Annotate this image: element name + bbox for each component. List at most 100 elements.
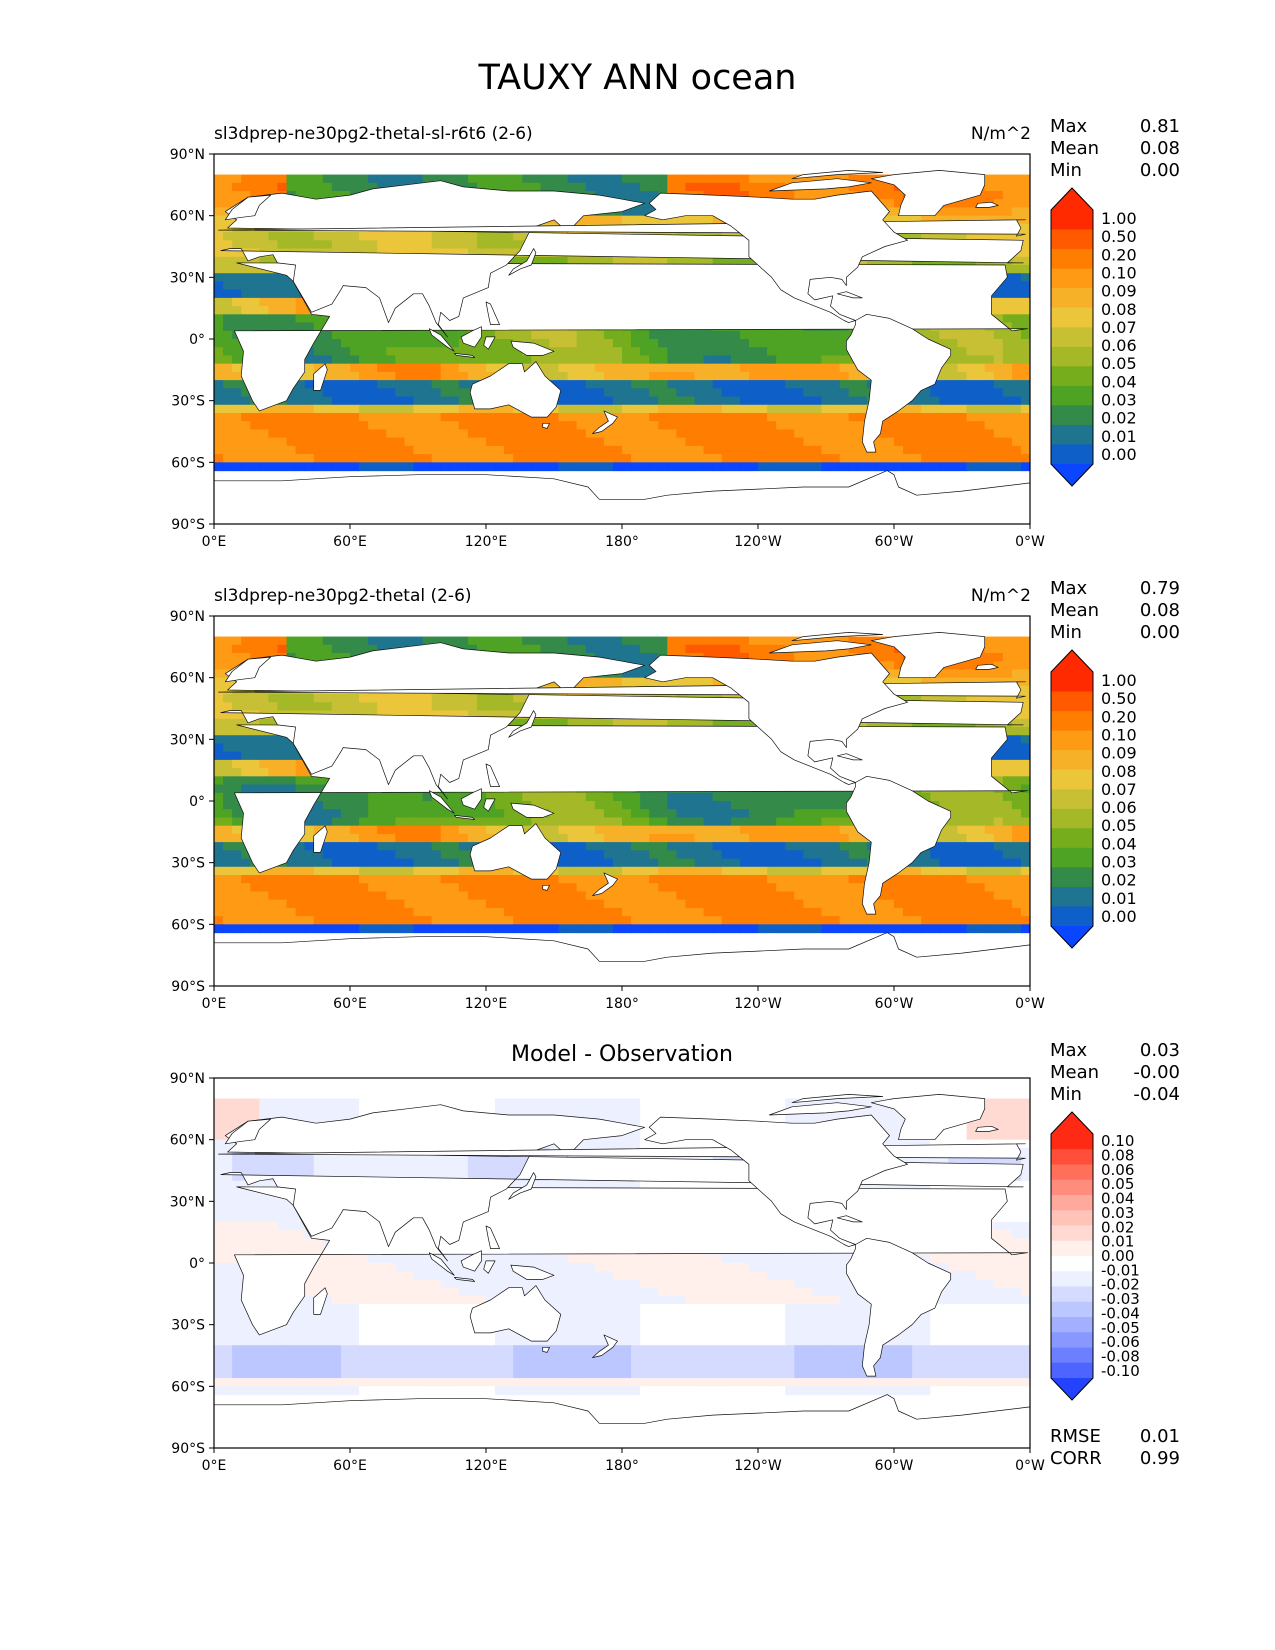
colorbar-label: -0.06 xyxy=(1101,1333,1140,1351)
panel-title: sl3dprep-ne30pg2-thetal-sl-r6t6 (2-6) xyxy=(214,124,533,144)
colorbar-label: -0.08 xyxy=(1101,1348,1140,1366)
x-tick-label: 60°W xyxy=(875,534,914,550)
y-tick-label: 0° xyxy=(189,332,205,348)
x-tick-label: 60°E xyxy=(333,534,367,550)
colorbar-label: -0.04 xyxy=(1101,1304,1140,1322)
stat-value: 0.81 xyxy=(1139,116,1180,137)
colorbar-label: -0.05 xyxy=(1101,1319,1140,1337)
panel-title: sl3dprep-ne30pg2-thetal (2-6) xyxy=(214,586,472,606)
stat-label: Max xyxy=(1050,1040,1088,1061)
colorbar: 0.100.080.060.050.040.030.020.010.00-0.0… xyxy=(1050,1111,1140,1401)
y-tick-label: 90°N xyxy=(170,147,205,163)
map-mean-2: 0°E 60°E 120°E 180° 120°W 60°W 0°W 90°N 60°N 30°N… xyxy=(170,609,1137,1012)
colorbar-label: 0.08 xyxy=(1101,300,1137,319)
colorbar: 1.000.500.200.100.090.080.070.060.050.04… xyxy=(1050,187,1137,487)
stat-label: CORR xyxy=(1050,1448,1102,1469)
y-tick-label: 60°N xyxy=(170,1133,205,1149)
y-tick-label: 0° xyxy=(189,794,205,810)
colorbar-label: 0.50 xyxy=(1101,227,1137,246)
colorbar-label: 0.09 xyxy=(1101,282,1137,301)
colorbar-label: 0.01 xyxy=(1101,889,1137,908)
x-tick-label: 60°W xyxy=(875,1458,914,1474)
x-tick-label: 120°W xyxy=(734,1458,782,1474)
figure-title: TAUXY ANN ocean xyxy=(478,58,797,98)
x-tick-label: 0°E xyxy=(202,534,227,550)
x-tick-label: 0°W xyxy=(1015,534,1045,550)
colorbar-label: 0.06 xyxy=(1101,1161,1134,1179)
stat-value: 0.01 xyxy=(1139,1426,1180,1447)
colorbar-label: 0.07 xyxy=(1101,318,1137,337)
continents xyxy=(214,632,1030,986)
y-tick-label: 30°N xyxy=(170,732,205,748)
y-tick-label: 30°S xyxy=(171,856,205,872)
stats-box: Max 0.03 Mean -0.00 Min -0.04 xyxy=(1050,1040,1180,1106)
continents xyxy=(214,170,1030,524)
stat-label: RMSE xyxy=(1050,1426,1101,1447)
colorbar-label: 0.08 xyxy=(1101,1147,1134,1165)
panel-difference: Model - Observation Max 0.03 Mean -0.00 Mi… xyxy=(0,1040,1275,1518)
x-tick-label: 180° xyxy=(605,996,639,1012)
stat-value: 0.99 xyxy=(1139,1448,1180,1469)
y-tick-label: 90°S xyxy=(171,517,205,533)
rmse-corr-box: RMSE 0.01 CORR 0.99 xyxy=(1050,1426,1180,1470)
stat-value: 0.08 xyxy=(1139,138,1180,159)
colorbar-label: 0.03 xyxy=(1101,391,1137,410)
x-tick-label: 60°W xyxy=(875,996,914,1012)
stat-value: 0.08 xyxy=(1139,600,1180,621)
stat-label: Mean xyxy=(1050,600,1100,621)
colorbar-label: 0.50 xyxy=(1101,689,1137,708)
colorbar-label: 0.09 xyxy=(1101,744,1137,763)
colorbar-label: 0.02 xyxy=(1101,871,1137,890)
y-tick-label: 60°N xyxy=(170,209,205,225)
colorbar-label: 0.20 xyxy=(1101,245,1137,264)
x-tick-label: 180° xyxy=(605,1458,639,1474)
x-tick-label: 0°W xyxy=(1015,996,1045,1012)
y-tick-label: 30°N xyxy=(170,270,205,286)
colorbar-label: -0.03 xyxy=(1101,1290,1140,1308)
continents xyxy=(214,1094,1030,1448)
colorbar-label: 0.01 xyxy=(1101,1233,1134,1251)
x-tick-label: 0°W xyxy=(1015,1458,1045,1474)
y-tick-label: 30°S xyxy=(171,394,205,410)
colorbar-label: 0.02 xyxy=(1101,409,1137,428)
stat-value: -0.00 xyxy=(1133,1062,1180,1083)
stat-value: 0.00 xyxy=(1139,160,1180,181)
colorbar-label: 0.04 xyxy=(1101,1190,1134,1208)
panel-units: N/m^2 xyxy=(970,124,1031,144)
stat-label: Min xyxy=(1050,622,1082,643)
x-tick-label: 60°E xyxy=(333,1458,367,1474)
colorbar-label: 0.02 xyxy=(1101,1218,1134,1236)
colorbar-label: 0.04 xyxy=(1101,372,1137,391)
colorbar-label: 0.08 xyxy=(1101,762,1137,781)
colorbar-label: 0.00 xyxy=(1101,907,1137,926)
colorbar-label: -0.02 xyxy=(1101,1276,1140,1294)
x-tick-label: 0°E xyxy=(202,1458,227,1474)
colorbar-label: 1.00 xyxy=(1101,671,1137,690)
x-tick-label: 120°E xyxy=(465,996,508,1012)
colorbar-label: 0.06 xyxy=(1101,336,1137,355)
colorbar-label: 0.03 xyxy=(1101,1204,1134,1222)
colorbar-label: -0.10 xyxy=(1101,1362,1140,1380)
colorbar-label: -0.01 xyxy=(1101,1261,1140,1279)
colorbar-label: 0.00 xyxy=(1101,445,1137,464)
colorbar-label: 0.05 xyxy=(1101,816,1137,835)
map-mean-1: 0°E 60°E 120°E 180° 120°W 60°W 0°W 90°N 60°N 30°N… xyxy=(170,147,1137,550)
stats-box: Max 0.81 Mean 0.08 Min 0.00 xyxy=(1050,116,1180,182)
colorbar-label: 0.04 xyxy=(1101,834,1137,853)
y-tick-label: 90°S xyxy=(171,979,205,995)
map-difference: 0°E 60°E 120°E 180° 120°W 60°W 0°W 90°N 60°N 30°N… xyxy=(170,1071,1140,1474)
stat-label: Mean xyxy=(1050,138,1100,159)
y-tick-label: 30°N xyxy=(170,1194,205,1210)
y-tick-label: 60°S xyxy=(171,1379,205,1395)
stat-value: 0.79 xyxy=(1139,578,1180,599)
stat-value: 0.00 xyxy=(1139,622,1180,643)
colorbar-label: 0.06 xyxy=(1101,798,1137,817)
colorbar-label: 1.00 xyxy=(1101,209,1137,228)
panel-reference: sl3dprep-ne30pg2-thetal (2-6) N/m^2 Max 0… xyxy=(0,578,1275,1056)
x-tick-label: 120°W xyxy=(734,534,782,550)
stat-label: Max xyxy=(1050,578,1088,599)
panel-units: N/m^2 xyxy=(970,586,1031,606)
x-tick-label: 120°E xyxy=(465,534,508,550)
stat-label: Max xyxy=(1050,116,1088,137)
colorbar-label: 0.20 xyxy=(1101,707,1137,726)
